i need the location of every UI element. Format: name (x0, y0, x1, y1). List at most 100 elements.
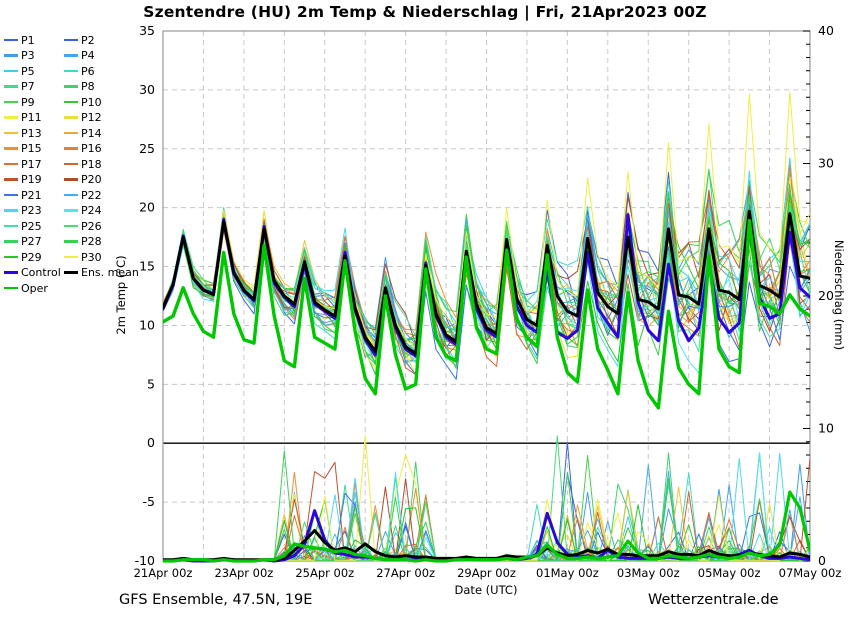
svg-text:05May 00z: 05May 00z (698, 566, 761, 580)
legend-swatch (4, 162, 18, 166)
legend-swatch (4, 147, 18, 150)
legend-item-p4: P4 (64, 49, 95, 63)
legend-item-p5: P5 (4, 64, 35, 78)
legend-swatch (64, 69, 78, 73)
legend-swatch (4, 178, 18, 181)
legend-item-p9: P9 (4, 95, 35, 109)
legend-label: P20 (81, 173, 102, 186)
legend-item-p7: P7 (4, 80, 35, 94)
legend-label: P8 (81, 80, 95, 93)
legend-swatch (4, 209, 18, 212)
svg-text:10: 10 (818, 421, 834, 436)
legend-item-p26: P26 (64, 219, 102, 233)
legend-label: P23 (21, 204, 42, 217)
legend-item-p20: P20 (64, 173, 102, 187)
legend-item-p11: P11 (4, 111, 42, 125)
legend-label: P27 (21, 235, 42, 248)
svg-text:27Apr 00z: 27Apr 00z (376, 566, 435, 580)
legend-item-p29: P29 (4, 250, 42, 264)
legend-label: P3 (21, 49, 35, 62)
legend-item-p22: P22 (64, 188, 102, 202)
legend-item-p13: P13 (4, 126, 42, 140)
legend-item-p14: P14 (64, 126, 102, 140)
legend-label: P5 (21, 64, 35, 78)
svg-text:21Apr 00z: 21Apr 00z (134, 566, 193, 580)
legend-label: P21 (21, 188, 42, 202)
legend-item-p24: P24 (64, 204, 102, 218)
legend-swatch (4, 85, 18, 88)
legend-swatch (4, 116, 18, 119)
legend-swatch (4, 100, 18, 104)
legend-label: P10 (81, 95, 102, 109)
legend-label: Ens. mean (81, 266, 139, 279)
legend-label: P13 (21, 126, 42, 140)
legend-swatch (4, 271, 18, 274)
svg-text:10: 10 (139, 317, 155, 332)
legend-swatch (4, 54, 18, 57)
legend-label: P22 (81, 188, 102, 202)
legend-label: P24 (81, 204, 102, 217)
legend-label: Control (21, 266, 61, 279)
svg-text:20: 20 (139, 200, 155, 215)
svg-text:23Apr 00z: 23Apr 00z (214, 566, 273, 580)
legend-swatch (64, 131, 78, 135)
legend-swatch (4, 131, 18, 135)
legend-swatch (64, 85, 78, 88)
legend-swatch (64, 271, 78, 274)
legend-label: P25 (21, 219, 42, 233)
svg-text:5: 5 (147, 376, 155, 391)
legend-item-p2: P2 (64, 33, 95, 47)
legend-item-p15: P15 (4, 142, 42, 156)
svg-text:03May 00z: 03May 00z (617, 566, 680, 580)
legend-item-p18: P18 (64, 157, 102, 171)
legend-swatch (64, 38, 78, 42)
legend-item-p8: P8 (64, 80, 95, 94)
legend-item-p30: P30 (64, 250, 102, 264)
legend-swatch (64, 100, 78, 104)
legend-swatch (4, 286, 18, 290)
legend-swatch (4, 240, 18, 243)
legend-swatch (64, 116, 78, 119)
oper-temp-line (163, 218, 810, 410)
svg-text:30: 30 (139, 82, 155, 97)
legend-item-p1: P1 (4, 33, 35, 47)
legend-item-p3: P3 (4, 49, 35, 63)
oper-precip-line (163, 490, 810, 563)
legend-swatch (4, 38, 18, 42)
legend-item-p27: P27 (4, 235, 42, 249)
legend-swatch (4, 224, 18, 228)
legend-item-p16: P16 (64, 142, 102, 156)
svg-text:30: 30 (818, 156, 834, 171)
legend-label: P11 (21, 111, 42, 124)
legend-swatch (4, 193, 18, 197)
legend-item-p21: P21 (4, 188, 42, 202)
legend-label: P17 (21, 157, 42, 171)
axis-ticks: -10 -5 0 5 10 15 20 25 30 35 0 10 20 30 40 21Apr 00z 23A… (134, 23, 842, 580)
svg-text:-5: -5 (143, 494, 155, 509)
legend-label: P28 (81, 235, 102, 248)
legend-label: P18 (81, 157, 102, 171)
legend-swatch (64, 162, 78, 166)
legend-item-oper: Oper (4, 281, 48, 295)
svg-text:29Apr 00z: 29Apr 00z (457, 566, 516, 580)
svg-text:25Apr 00z: 25Apr 00z (295, 566, 354, 580)
highlight-lines (163, 209, 810, 563)
legend-label: P30 (81, 250, 102, 264)
legend-item-p12: P12 (64, 111, 102, 125)
member-precip-P13 (163, 486, 810, 561)
legend-item-p28: P28 (64, 235, 102, 249)
ens-mean-temp-line (163, 209, 810, 356)
legend-swatch (64, 54, 78, 57)
svg-text:20: 20 (818, 288, 834, 303)
svg-text:40: 40 (818, 23, 834, 38)
legend-swatch (64, 209, 78, 212)
legend-label: P16 (81, 142, 102, 155)
legend-label: P29 (21, 250, 42, 264)
chart-title: Szentendre (HU) 2m Temp & Niederschlag |… (143, 3, 707, 21)
legend-label: P12 (81, 111, 102, 124)
legend-label: P6 (81, 64, 95, 78)
legend-swatch (4, 255, 18, 259)
watermark-text: Wetterzentrale.de (648, 592, 779, 608)
